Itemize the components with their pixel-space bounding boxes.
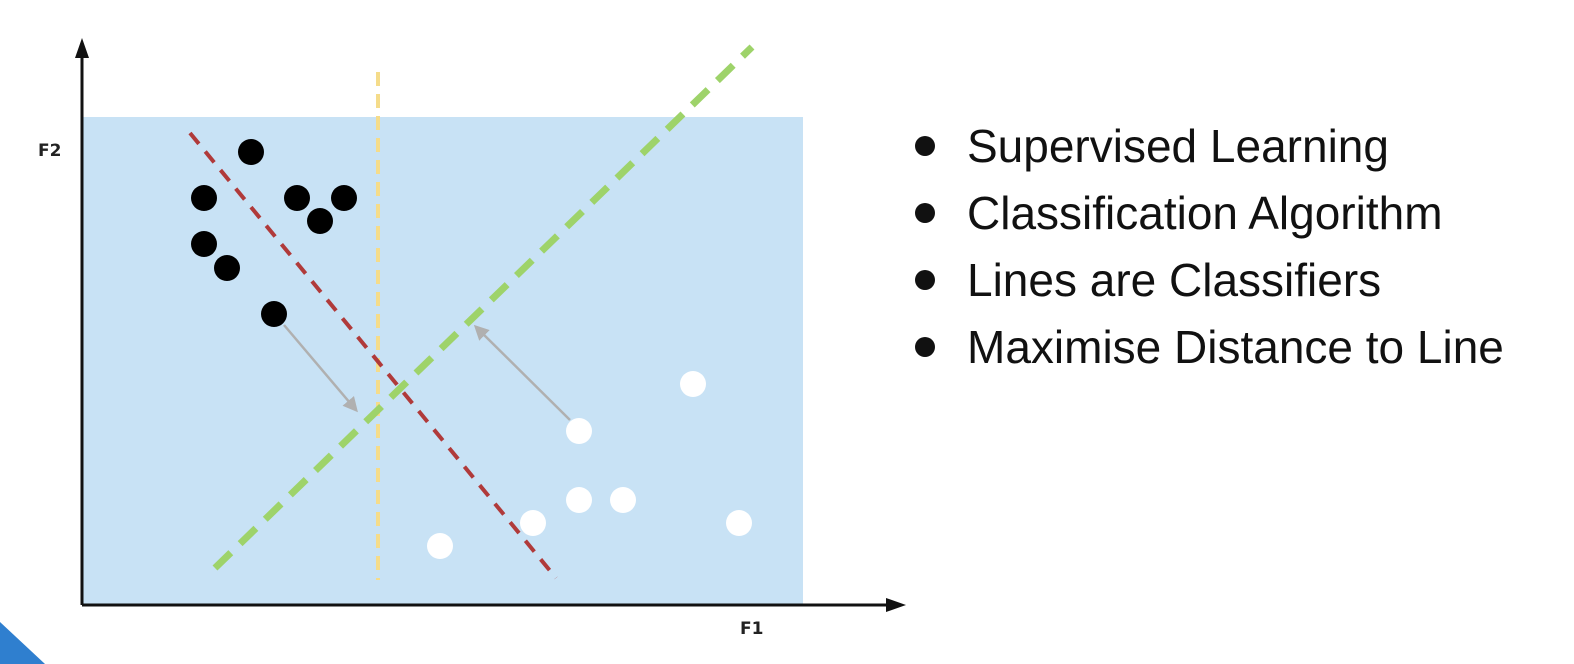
data-point-white <box>680 371 706 397</box>
bullet-dot <box>915 269 935 290</box>
y-axis-arrowhead <box>75 38 89 58</box>
x-axis-arrowhead <box>886 598 906 612</box>
data-point-white <box>726 510 752 536</box>
data-point-black <box>238 139 264 165</box>
data-point-black <box>191 185 217 211</box>
bullet-text: Supervised Learning <box>967 119 1389 172</box>
data-point-white <box>610 487 636 513</box>
red-classifier-line <box>188 131 558 580</box>
bullet-item: Maximise Distance to Line <box>915 313 1504 380</box>
class-b-points <box>427 371 752 559</box>
data-point-black <box>261 301 287 327</box>
class-a-points <box>191 139 357 327</box>
x-axis-label: F1 <box>740 619 763 639</box>
bullet-item: Lines are Classifiers <box>915 246 1504 313</box>
bullet-text: Classification Algorithm <box>967 186 1443 239</box>
bullet-text: Lines are Classifiers <box>967 253 1382 306</box>
corner-decoration <box>0 622 45 664</box>
bullet-list: Supervised Learning Classification Algor… <box>915 112 1504 380</box>
data-point-black <box>214 255 240 281</box>
bullet-item: Supervised Learning <box>915 112 1504 179</box>
data-point-white <box>566 418 592 444</box>
bullet-dot <box>915 202 935 223</box>
data-point-white <box>520 510 546 536</box>
feature-space-region <box>82 117 803 605</box>
data-point-black <box>331 185 357 211</box>
data-point-black <box>284 185 310 211</box>
data-point-white <box>566 487 592 513</box>
data-point-black <box>307 208 333 234</box>
data-point-white <box>427 533 453 559</box>
bullet-item: Classification Algorithm <box>915 179 1504 246</box>
bullet-dot <box>915 135 935 156</box>
y-axis-label: F2 <box>38 141 61 161</box>
bullet-text: Maximise Distance to Line <box>967 320 1504 373</box>
green-classifier-line <box>212 44 755 571</box>
bullet-dot <box>915 336 935 357</box>
margin-arrow-from-white <box>473 324 571 421</box>
margin-arrow-from-black <box>283 324 358 413</box>
data-point-black <box>191 231 217 257</box>
